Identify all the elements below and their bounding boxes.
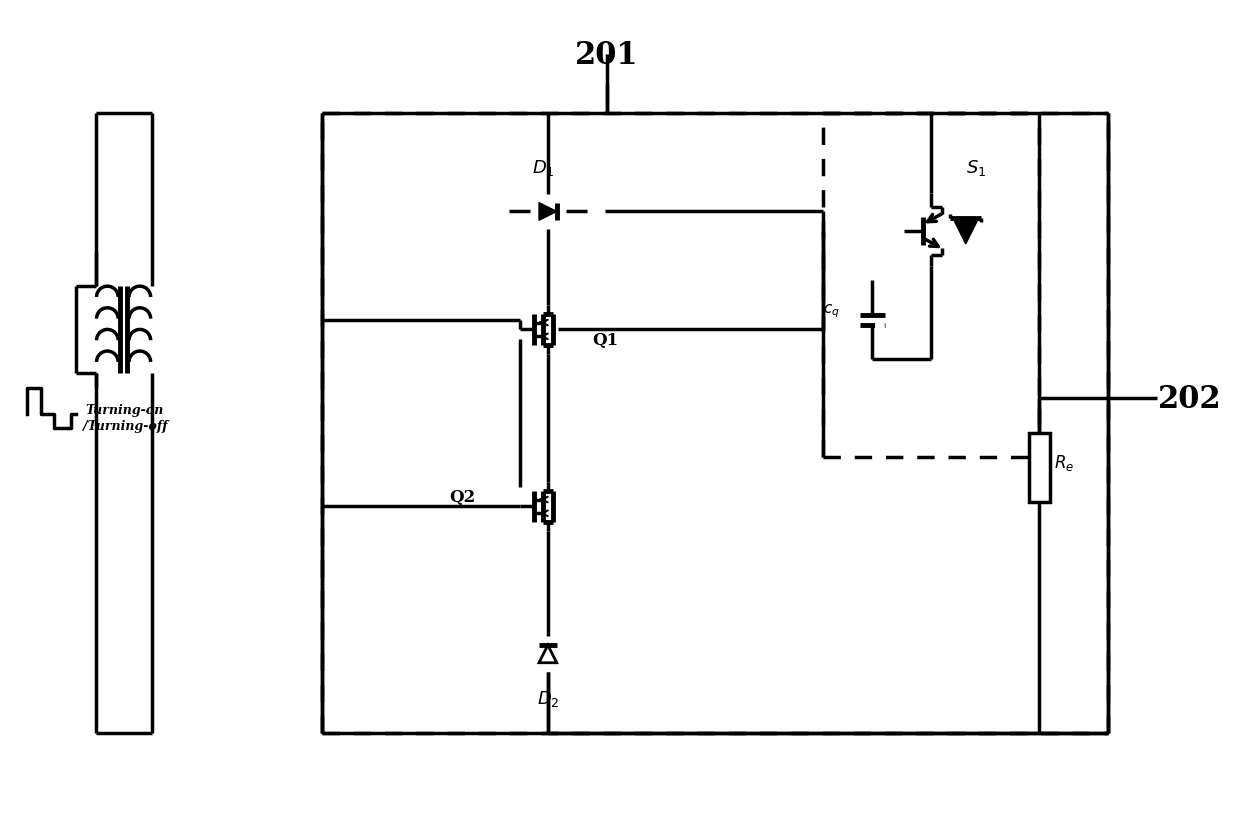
Polygon shape: [539, 204, 557, 221]
Text: $R_e$: $R_e$: [1054, 453, 1074, 473]
Text: Turning-on
/Turning-off: Turning-on /Turning-off: [83, 404, 167, 433]
Text: 202: 202: [1157, 383, 1221, 414]
Text: $D_1$: $D_1$: [532, 158, 554, 178]
Text: Q1: Q1: [593, 331, 619, 349]
Text: 201: 201: [575, 41, 639, 71]
Text: $D_2$: $D_2$: [537, 689, 559, 709]
Text: $S_1$: $S_1$: [966, 158, 986, 178]
Text: Q2: Q2: [450, 489, 476, 505]
FancyBboxPatch shape: [1029, 433, 1050, 502]
Polygon shape: [954, 219, 978, 244]
Text: $c_q$: $c_q$: [823, 301, 839, 319]
